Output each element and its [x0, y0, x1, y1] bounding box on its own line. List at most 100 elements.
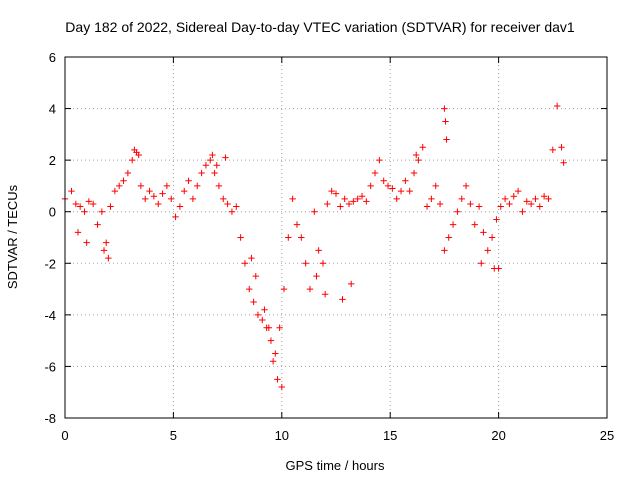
- data-point: [209, 151, 216, 159]
- data-point: [111, 187, 119, 195]
- data-point: [324, 200, 331, 208]
- data-point: [254, 311, 262, 319]
- data-point: [495, 265, 502, 272]
- data-point: [142, 195, 149, 203]
- data-point: [432, 182, 439, 190]
- data-point: [213, 162, 220, 169]
- data-point: [313, 272, 320, 280]
- data-point: [278, 383, 285, 391]
- data-point: [159, 190, 166, 197]
- y-tick-label: 6: [49, 50, 56, 65]
- data-point: [315, 247, 322, 254]
- data-point: [339, 296, 346, 303]
- data-point: [280, 285, 288, 293]
- data-point: [540, 193, 548, 200]
- data-point: [185, 177, 192, 184]
- data-point: [384, 182, 392, 190]
- y-tick-label: -6: [44, 359, 56, 374]
- data-point: [189, 195, 197, 203]
- data-point: [413, 151, 420, 159]
- data-point: [428, 195, 435, 203]
- data-point: [321, 291, 329, 298]
- data-point: [98, 208, 106, 215]
- data-point: [519, 208, 526, 215]
- data-point: [443, 136, 450, 143]
- data-point: [155, 200, 162, 208]
- data-point: [124, 169, 132, 177]
- y-tick-label: 2: [49, 153, 56, 168]
- x-tick-label: 10: [275, 428, 289, 443]
- data-point: [248, 254, 255, 262]
- y-axis-label: SDTVAR / TECUs: [5, 184, 20, 289]
- data-point: [410, 169, 418, 177]
- data-point: [265, 324, 272, 331]
- data-point: [436, 200, 444, 208]
- data-point: [523, 198, 530, 205]
- data-point: [228, 208, 236, 215]
- data-point: [389, 185, 396, 192]
- data-point: [501, 195, 509, 203]
- data-point: [293, 221, 301, 228]
- data-point: [137, 182, 145, 190]
- data-point: [85, 198, 93, 205]
- plot-frame: [64, 56, 608, 419]
- data-point: [497, 203, 504, 210]
- data-points: [61, 102, 567, 391]
- x-axis-label: GPS time / hours: [286, 458, 385, 473]
- data-point: [224, 200, 231, 208]
- data-point: [328, 187, 335, 195]
- data-point: [135, 151, 142, 159]
- data-point: [397, 187, 405, 195]
- data-point: [419, 144, 426, 151]
- data-point: [549, 146, 556, 154]
- data-point: [100, 247, 108, 254]
- data-point: [345, 200, 353, 208]
- data-point: [168, 195, 175, 203]
- data-point: [272, 350, 279, 357]
- tick-labels: 0 5 10 15 20 25 -8 -6 -4 -2 0 2 4 6: [44, 50, 614, 443]
- data-point: [442, 118, 449, 125]
- data-point: [462, 182, 470, 190]
- data-point: [172, 213, 179, 221]
- data-point: [441, 105, 448, 112]
- data-point: [222, 154, 229, 161]
- x-tick-label: 5: [170, 428, 177, 443]
- data-point: [449, 221, 457, 228]
- data-point: [76, 203, 84, 210]
- data-point: [181, 187, 188, 195]
- data-point: [105, 254, 112, 262]
- data-point: [233, 203, 240, 210]
- data-point: [241, 260, 249, 267]
- data-point: [202, 162, 210, 169]
- data-point: [246, 285, 253, 293]
- data-point: [376, 156, 383, 164]
- data-point: [553, 102, 561, 110]
- data-point: [445, 234, 452, 241]
- data-point: [475, 203, 483, 210]
- data-point: [454, 208, 461, 215]
- data-point: [514, 187, 522, 195]
- data-point: [350, 198, 357, 205]
- data-point: [510, 193, 517, 200]
- data-point: [176, 203, 184, 210]
- data-point: [131, 146, 138, 154]
- data-point: [252, 272, 259, 280]
- data-point: [289, 195, 296, 203]
- data-point: [363, 198, 370, 205]
- data-point: [480, 229, 487, 236]
- data-point: [259, 316, 266, 324]
- x-tick-label: 20: [491, 428, 505, 443]
- y-tick-label: -2: [44, 256, 56, 271]
- data-point: [406, 187, 413, 195]
- data-point: [102, 239, 110, 246]
- data-point: [506, 200, 513, 208]
- data-point: [560, 159, 567, 166]
- data-point: [415, 156, 422, 164]
- data-point: [68, 187, 75, 195]
- data-point: [89, 200, 97, 208]
- data-point: [220, 195, 227, 203]
- data-point: [319, 260, 327, 267]
- y-tick-label: -4: [44, 308, 56, 323]
- x-tick-label: 25: [600, 428, 614, 443]
- axis-ticks: [64, 56, 608, 419]
